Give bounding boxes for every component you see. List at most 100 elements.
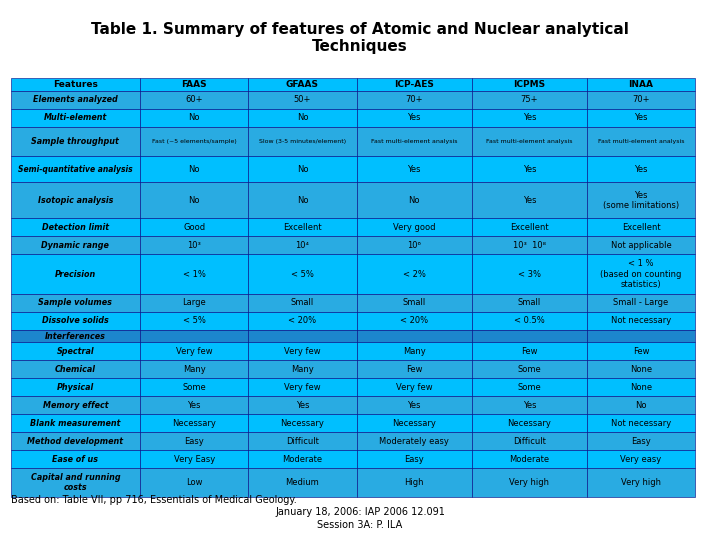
Text: Multi-element: Multi-element xyxy=(44,113,107,123)
Bar xyxy=(140,432,248,450)
Text: < 3%: < 3% xyxy=(518,269,541,279)
Text: Few: Few xyxy=(633,347,649,356)
Bar xyxy=(472,156,587,183)
Text: 10⁶: 10⁶ xyxy=(408,241,421,250)
Text: 10³: 10³ xyxy=(187,241,201,250)
Bar xyxy=(356,91,472,109)
Bar xyxy=(11,468,140,497)
Bar xyxy=(587,237,696,254)
Text: Detection limit: Detection limit xyxy=(42,223,109,232)
Bar xyxy=(587,156,696,183)
Text: ICPMS: ICPMS xyxy=(513,80,546,89)
Text: Yes: Yes xyxy=(187,401,201,410)
Bar xyxy=(140,294,248,312)
Text: Necessary: Necessary xyxy=(172,418,216,428)
Text: Some: Some xyxy=(518,383,541,391)
Bar xyxy=(472,237,587,254)
Text: Table 1. Summary of features of Atomic and Nuclear analytical
Techniques: Table 1. Summary of features of Atomic a… xyxy=(91,22,629,54)
Text: Not necessary: Not necessary xyxy=(611,316,671,325)
Text: January 18, 2006: IAP 2006 12.091: January 18, 2006: IAP 2006 12.091 xyxy=(275,507,445,517)
Bar xyxy=(140,183,248,218)
Text: Excellent: Excellent xyxy=(622,223,660,232)
Text: Small: Small xyxy=(518,298,541,307)
Bar xyxy=(140,218,248,237)
Bar xyxy=(248,360,356,378)
Text: Elements analyzed: Elements analyzed xyxy=(33,96,118,104)
Text: Small: Small xyxy=(402,298,426,307)
Text: Yes: Yes xyxy=(408,165,421,173)
Text: Low: Low xyxy=(186,478,202,487)
Bar xyxy=(356,468,472,497)
Text: Sample throughput: Sample throughput xyxy=(32,137,120,146)
Text: Semi-quantitative analysis: Semi-quantitative analysis xyxy=(18,165,132,173)
Text: INAA: INAA xyxy=(629,80,654,89)
Text: < 20%: < 20% xyxy=(288,316,317,325)
Text: High: High xyxy=(405,478,424,487)
Bar xyxy=(587,432,696,450)
Bar xyxy=(472,294,587,312)
Bar xyxy=(11,109,140,127)
Text: No: No xyxy=(297,196,308,205)
Bar xyxy=(356,78,472,91)
Bar xyxy=(587,294,696,312)
Bar xyxy=(140,360,248,378)
Text: Excellent: Excellent xyxy=(510,223,549,232)
Bar xyxy=(140,78,248,91)
Bar xyxy=(140,450,248,468)
Text: FAAS: FAAS xyxy=(181,80,207,89)
Bar xyxy=(356,218,472,237)
Bar xyxy=(472,312,587,330)
Text: GFAAS: GFAAS xyxy=(286,80,319,89)
Bar xyxy=(356,127,472,156)
Text: Chemical: Chemical xyxy=(55,365,96,374)
Text: Many: Many xyxy=(183,365,205,374)
Text: Fast multi-element analysis: Fast multi-element analysis xyxy=(486,139,572,144)
Text: None: None xyxy=(630,383,652,391)
Text: No: No xyxy=(635,401,647,410)
Text: Spectral: Spectral xyxy=(57,347,94,356)
Bar xyxy=(140,237,248,254)
Text: < 5%: < 5% xyxy=(291,269,314,279)
Text: Moderately easy: Moderately easy xyxy=(379,437,449,445)
Bar xyxy=(587,312,696,330)
Bar xyxy=(356,450,472,468)
Bar xyxy=(248,78,356,91)
Bar xyxy=(356,432,472,450)
Text: Small - Large: Small - Large xyxy=(613,298,669,307)
Text: Medium: Medium xyxy=(286,478,319,487)
Text: < 2%: < 2% xyxy=(402,269,426,279)
Bar xyxy=(472,91,587,109)
Bar xyxy=(587,78,696,91)
Bar xyxy=(140,254,248,294)
Bar xyxy=(356,183,472,218)
Bar xyxy=(248,183,356,218)
Bar xyxy=(248,342,356,360)
Text: Large: Large xyxy=(182,298,206,307)
Bar xyxy=(11,218,140,237)
Bar xyxy=(140,330,248,342)
Bar xyxy=(356,294,472,312)
Text: Not applicable: Not applicable xyxy=(611,241,672,250)
Text: Session 3A: P. ILA: Session 3A: P. ILA xyxy=(318,520,402,530)
Text: Very good: Very good xyxy=(393,223,436,232)
Bar xyxy=(472,127,587,156)
Bar xyxy=(248,156,356,183)
Bar xyxy=(587,468,696,497)
Text: Yes: Yes xyxy=(296,401,309,410)
Bar xyxy=(587,396,696,414)
Bar xyxy=(472,342,587,360)
Text: Sample volumes: Sample volumes xyxy=(38,298,112,307)
Text: Easy: Easy xyxy=(631,437,651,445)
Text: 50+: 50+ xyxy=(294,96,311,104)
Text: Very easy: Very easy xyxy=(621,455,662,463)
Text: Necessary: Necessary xyxy=(508,418,552,428)
Bar xyxy=(587,360,696,378)
Bar xyxy=(356,254,472,294)
Bar xyxy=(587,254,696,294)
Bar xyxy=(472,414,587,432)
Text: Some: Some xyxy=(182,383,206,391)
Text: Method development: Method development xyxy=(27,437,123,445)
Text: Difficult: Difficult xyxy=(513,437,546,445)
Bar xyxy=(11,360,140,378)
Text: Isotopic analysis: Isotopic analysis xyxy=(37,196,113,205)
